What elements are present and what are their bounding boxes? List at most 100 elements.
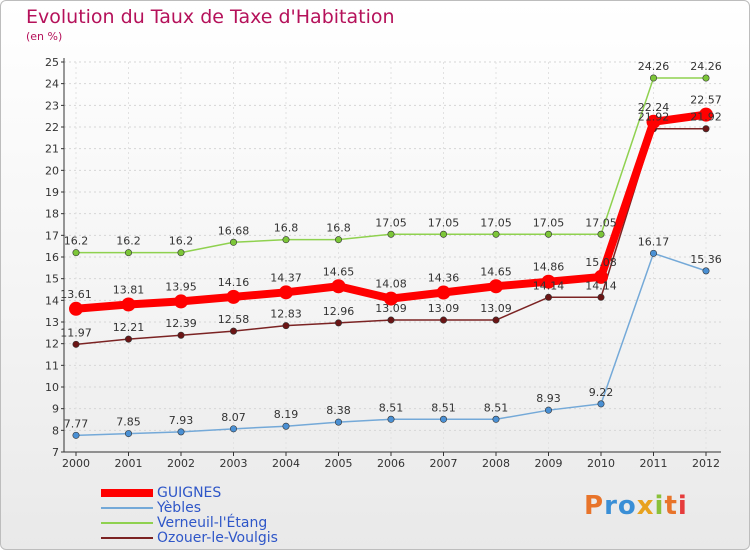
data-point-verneuil-l-etang: [282, 236, 290, 244]
data-label-verneuil-l-etang: 17.05: [428, 216, 460, 229]
data-label-yebles: 8.19: [274, 408, 299, 421]
x-tick-label: 2006: [377, 457, 405, 470]
chart-title: Evolution du Taux de Taxe d'Habitation: [26, 6, 395, 28]
x-tick-label: 2003: [220, 457, 248, 470]
x-tick-label: 2001: [115, 457, 143, 470]
chart-legend: GUIGNES Yèbles Verneuil-l'Étang Ozouer-le-V…: [101, 485, 278, 546]
data-point-guignes: [174, 294, 188, 309]
legend-label: Yèbles: [157, 499, 201, 516]
x-tick-label: 2012: [692, 457, 720, 470]
y-tick-label: 15: [45, 273, 59, 286]
data-point-yebles: [72, 431, 80, 439]
data-point-verneuil-l-etang: [439, 230, 447, 238]
data-label-ozouer-le-voulgis: 13.09: [480, 302, 512, 315]
data-point-verneuil-l-etang: [387, 230, 395, 238]
y-tick-label: 23: [45, 99, 59, 112]
data-label-ozouer-le-voulgis: 13.09: [428, 302, 460, 315]
data-label-yebles: 9.22: [589, 386, 614, 399]
data-label-verneuil-l-etang: 17.05: [375, 216, 407, 229]
data-label-ozouer-le-voulgis: 12.83: [270, 308, 302, 321]
logo-letter: t: [664, 491, 678, 521]
data-label-guignes: 14.65: [480, 265, 512, 278]
data-label-yebles: 8.93: [536, 392, 561, 405]
data-point-yebles: [282, 422, 290, 430]
data-point-guignes: [121, 297, 136, 312]
logo-letter: i: [654, 491, 665, 521]
y-tick-label: 18: [45, 208, 59, 221]
data-label-ozouer-le-voulgis: 11.97: [60, 326, 92, 339]
data-label-guignes: 14.86: [533, 261, 565, 274]
proxiti-logo: Proxiti: [584, 491, 688, 521]
data-label-verneuil-l-etang: 17.05: [585, 216, 617, 229]
x-tick-label: 2002: [167, 457, 195, 470]
data-point-guignes: [226, 289, 241, 304]
data-label-verneuil-l-etang: 16.2: [64, 235, 89, 248]
data-point-guignes: [646, 114, 661, 129]
data-point-yebles: [597, 400, 605, 408]
data-label-guignes: 14.36: [428, 272, 460, 285]
data-point-verneuil-l-etang: [649, 74, 657, 82]
y-tick-label: 7: [52, 446, 59, 459]
data-label-verneuil-l-etang: 17.05: [533, 216, 565, 229]
data-point-guignes: [436, 285, 451, 300]
data-point-yebles: [492, 415, 500, 423]
data-label-ozouer-le-voulgis: 13.09: [375, 302, 407, 315]
x-tick-label: 2010: [587, 457, 615, 470]
data-point-yebles: [544, 406, 552, 414]
x-tick-label: 2004: [272, 457, 300, 470]
data-point-ozouer-le-voulgis: [230, 327, 238, 335]
data-label-yebles: 7.85: [116, 416, 141, 429]
data-label-ozouer-le-voulgis: 12.39: [165, 317, 197, 330]
data-point-yebles: [649, 249, 657, 257]
data-label-guignes: 14.65: [323, 265, 355, 278]
data-point-verneuil-l-etang: [177, 249, 185, 257]
data-label-yebles: 8.51: [431, 401, 456, 414]
y-tick-label: 10: [45, 381, 59, 394]
legend-swatch: [101, 521, 153, 524]
y-tick-label: 12: [45, 338, 59, 351]
x-tick-label: 2008: [482, 457, 510, 470]
data-point-verneuil-l-etang: [492, 230, 500, 238]
y-tick-label: 21: [45, 143, 59, 156]
data-label-verneuil-l-etang: 16.2: [169, 235, 194, 248]
unit-label: (en %): [26, 30, 63, 43]
data-point-ozouer-le-voulgis: [282, 322, 290, 330]
data-label-guignes: 13.95: [165, 280, 197, 293]
data-label-verneuil-l-etang: 16.2: [116, 235, 141, 248]
legend-item-ozouer-le-voulgis: Ozouer-le-Voulgis: [101, 530, 278, 546]
data-point-verneuil-l-etang: [230, 238, 238, 246]
y-tick-label: 8: [52, 424, 59, 437]
y-tick-label: 16: [45, 251, 59, 264]
data-label-ozouer-le-voulgis: 14.14: [585, 279, 617, 292]
y-tick-label: 20: [45, 164, 59, 177]
data-label-ozouer-le-voulgis: 12.96: [323, 305, 355, 318]
data-label-ozouer-le-voulgis: 21.92: [638, 111, 670, 124]
data-label-yebles: 7.77: [64, 417, 89, 430]
data-point-ozouer-le-voulgis: [125, 335, 133, 343]
x-tick-label: 2009: [535, 457, 563, 470]
data-label-guignes: 13.81: [113, 283, 145, 296]
logo-letter: o: [617, 491, 637, 521]
data-label-yebles: 7.93: [169, 414, 194, 427]
data-label-ozouer-le-voulgis: 12.58: [218, 313, 250, 326]
y-tick-label: 24: [45, 78, 59, 91]
data-point-yebles: [439, 415, 447, 423]
data-point-ozouer-le-voulgis: [492, 316, 500, 324]
legend-item-verneuil-l-etang: Verneuil-l'Étang: [101, 515, 278, 531]
data-label-yebles: 16.17: [638, 235, 670, 248]
y-tick-label: 9: [52, 403, 59, 416]
data-point-ozouer-le-voulgis: [439, 316, 447, 324]
data-point-verneuil-l-etang: [702, 74, 710, 82]
data-point-ozouer-le-voulgis: [72, 340, 80, 348]
data-label-yebles: 8.07: [221, 411, 246, 424]
data-point-guignes: [69, 301, 83, 316]
data-label-ozouer-le-voulgis: 12.21: [113, 321, 145, 334]
y-tick-label: 22: [45, 121, 59, 134]
legend-swatch: [101, 506, 153, 509]
data-label-guignes: 22.57: [690, 94, 722, 107]
y-tick-label: 14: [45, 294, 59, 307]
y-tick-label: 13: [45, 316, 59, 329]
legend-swatch: [101, 536, 153, 539]
